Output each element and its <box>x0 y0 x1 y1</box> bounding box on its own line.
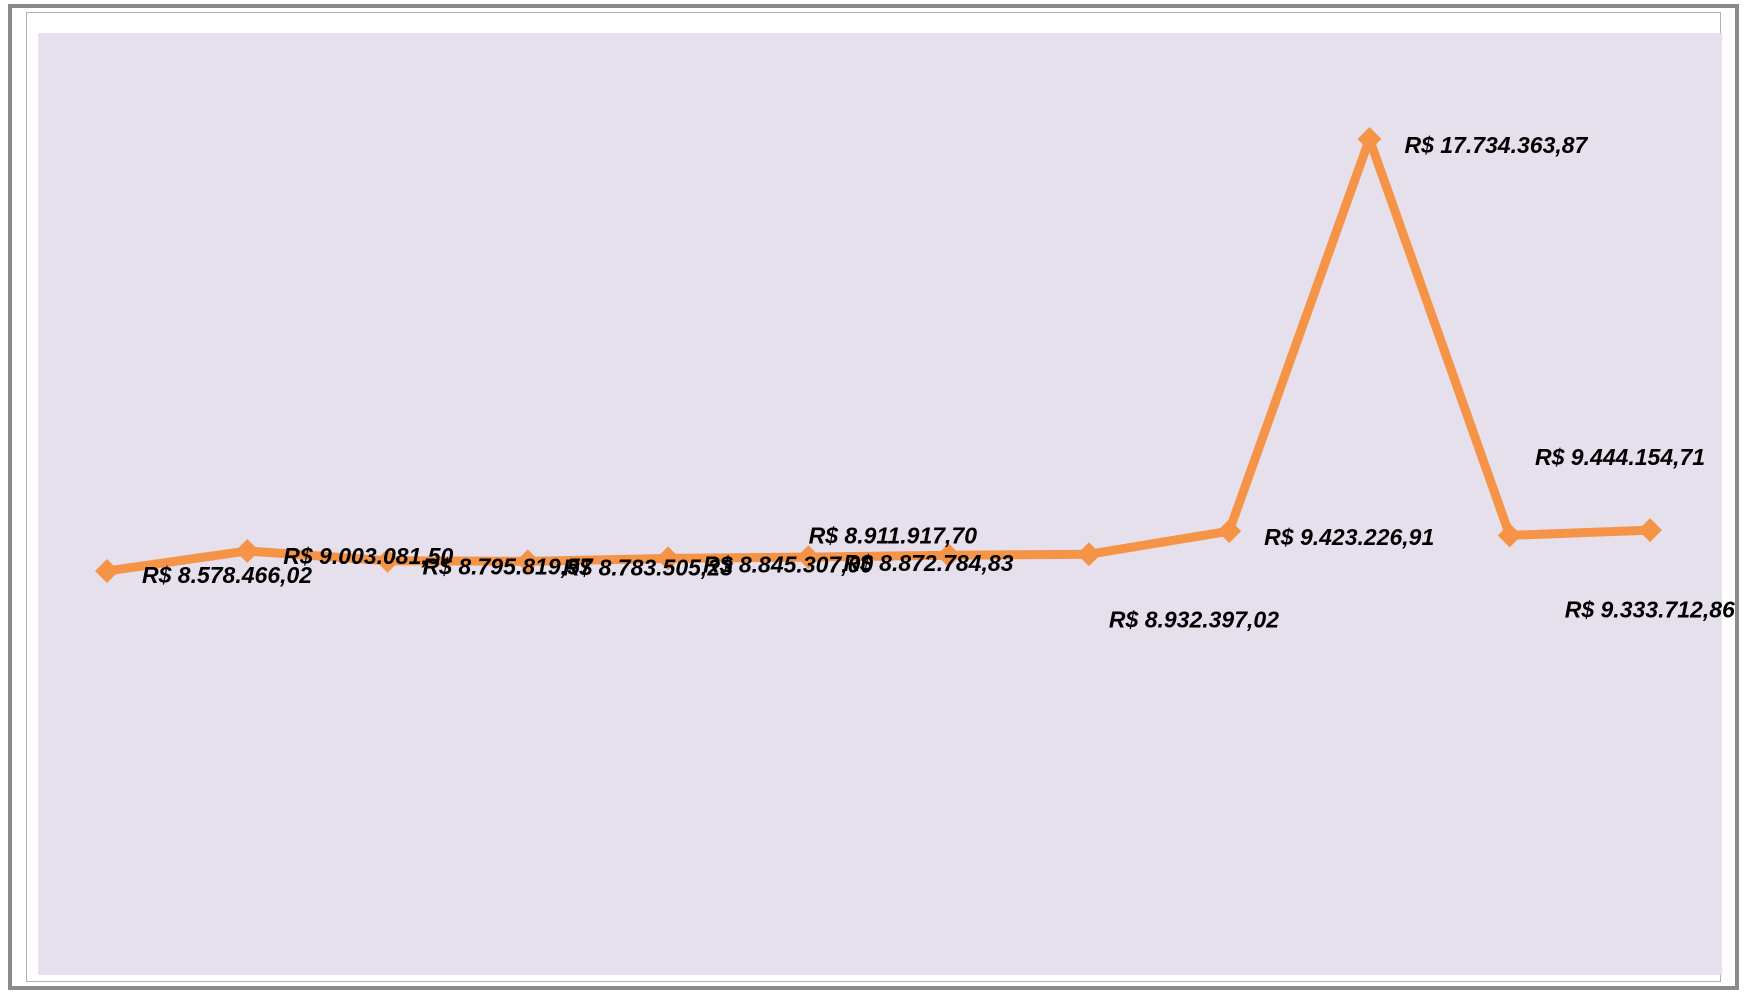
series-layer <box>106 134 1651 576</box>
data-label: R$ 9.423.226,91 <box>1264 524 1434 550</box>
data-label: R$ 9.003.081,50 <box>283 543 453 569</box>
data-label: R$ 8.845.307,00 <box>703 551 873 577</box>
data-point-marker <box>936 543 961 568</box>
data-label: R$ 8.911.917,70 <box>809 522 978 548</box>
data-label: R$ 8.795.819,57 <box>423 554 594 580</box>
data-label: R$ 9.444.154,71 <box>1535 444 1705 470</box>
data-point-marker <box>1357 127 1382 151</box>
data-label: R$ 9.333.712,86 <box>1565 596 1735 622</box>
marker-layer <box>95 127 1662 583</box>
data-label: R$ 8.932.397,02 <box>1109 606 1279 632</box>
data-point-marker <box>1638 518 1662 543</box>
data-label: R$ 8.578.466,02 <box>142 562 312 588</box>
data-point-marker <box>515 549 540 574</box>
data-point-marker <box>796 545 821 570</box>
data-point-marker <box>656 546 681 571</box>
data-point-marker <box>1217 519 1242 544</box>
series-line <box>106 134 1651 576</box>
data-label: R$ 8.872.784,83 <box>843 550 1013 576</box>
data-point-marker <box>375 548 400 573</box>
data-label: R$ 17.734.363,87 <box>1404 132 1588 158</box>
data-point-marker <box>1497 523 1522 548</box>
data-label-layer: R$ 8.578.466,02R$ 9.003.081,50R$ 8.795.8… <box>142 132 1735 632</box>
plot-area <box>38 33 1722 975</box>
data-point-marker <box>95 559 119 583</box>
data-point-marker <box>1076 542 1101 567</box>
data-label: R$ 8.783.505,23 <box>563 554 733 580</box>
data-point-marker <box>235 538 260 563</box>
